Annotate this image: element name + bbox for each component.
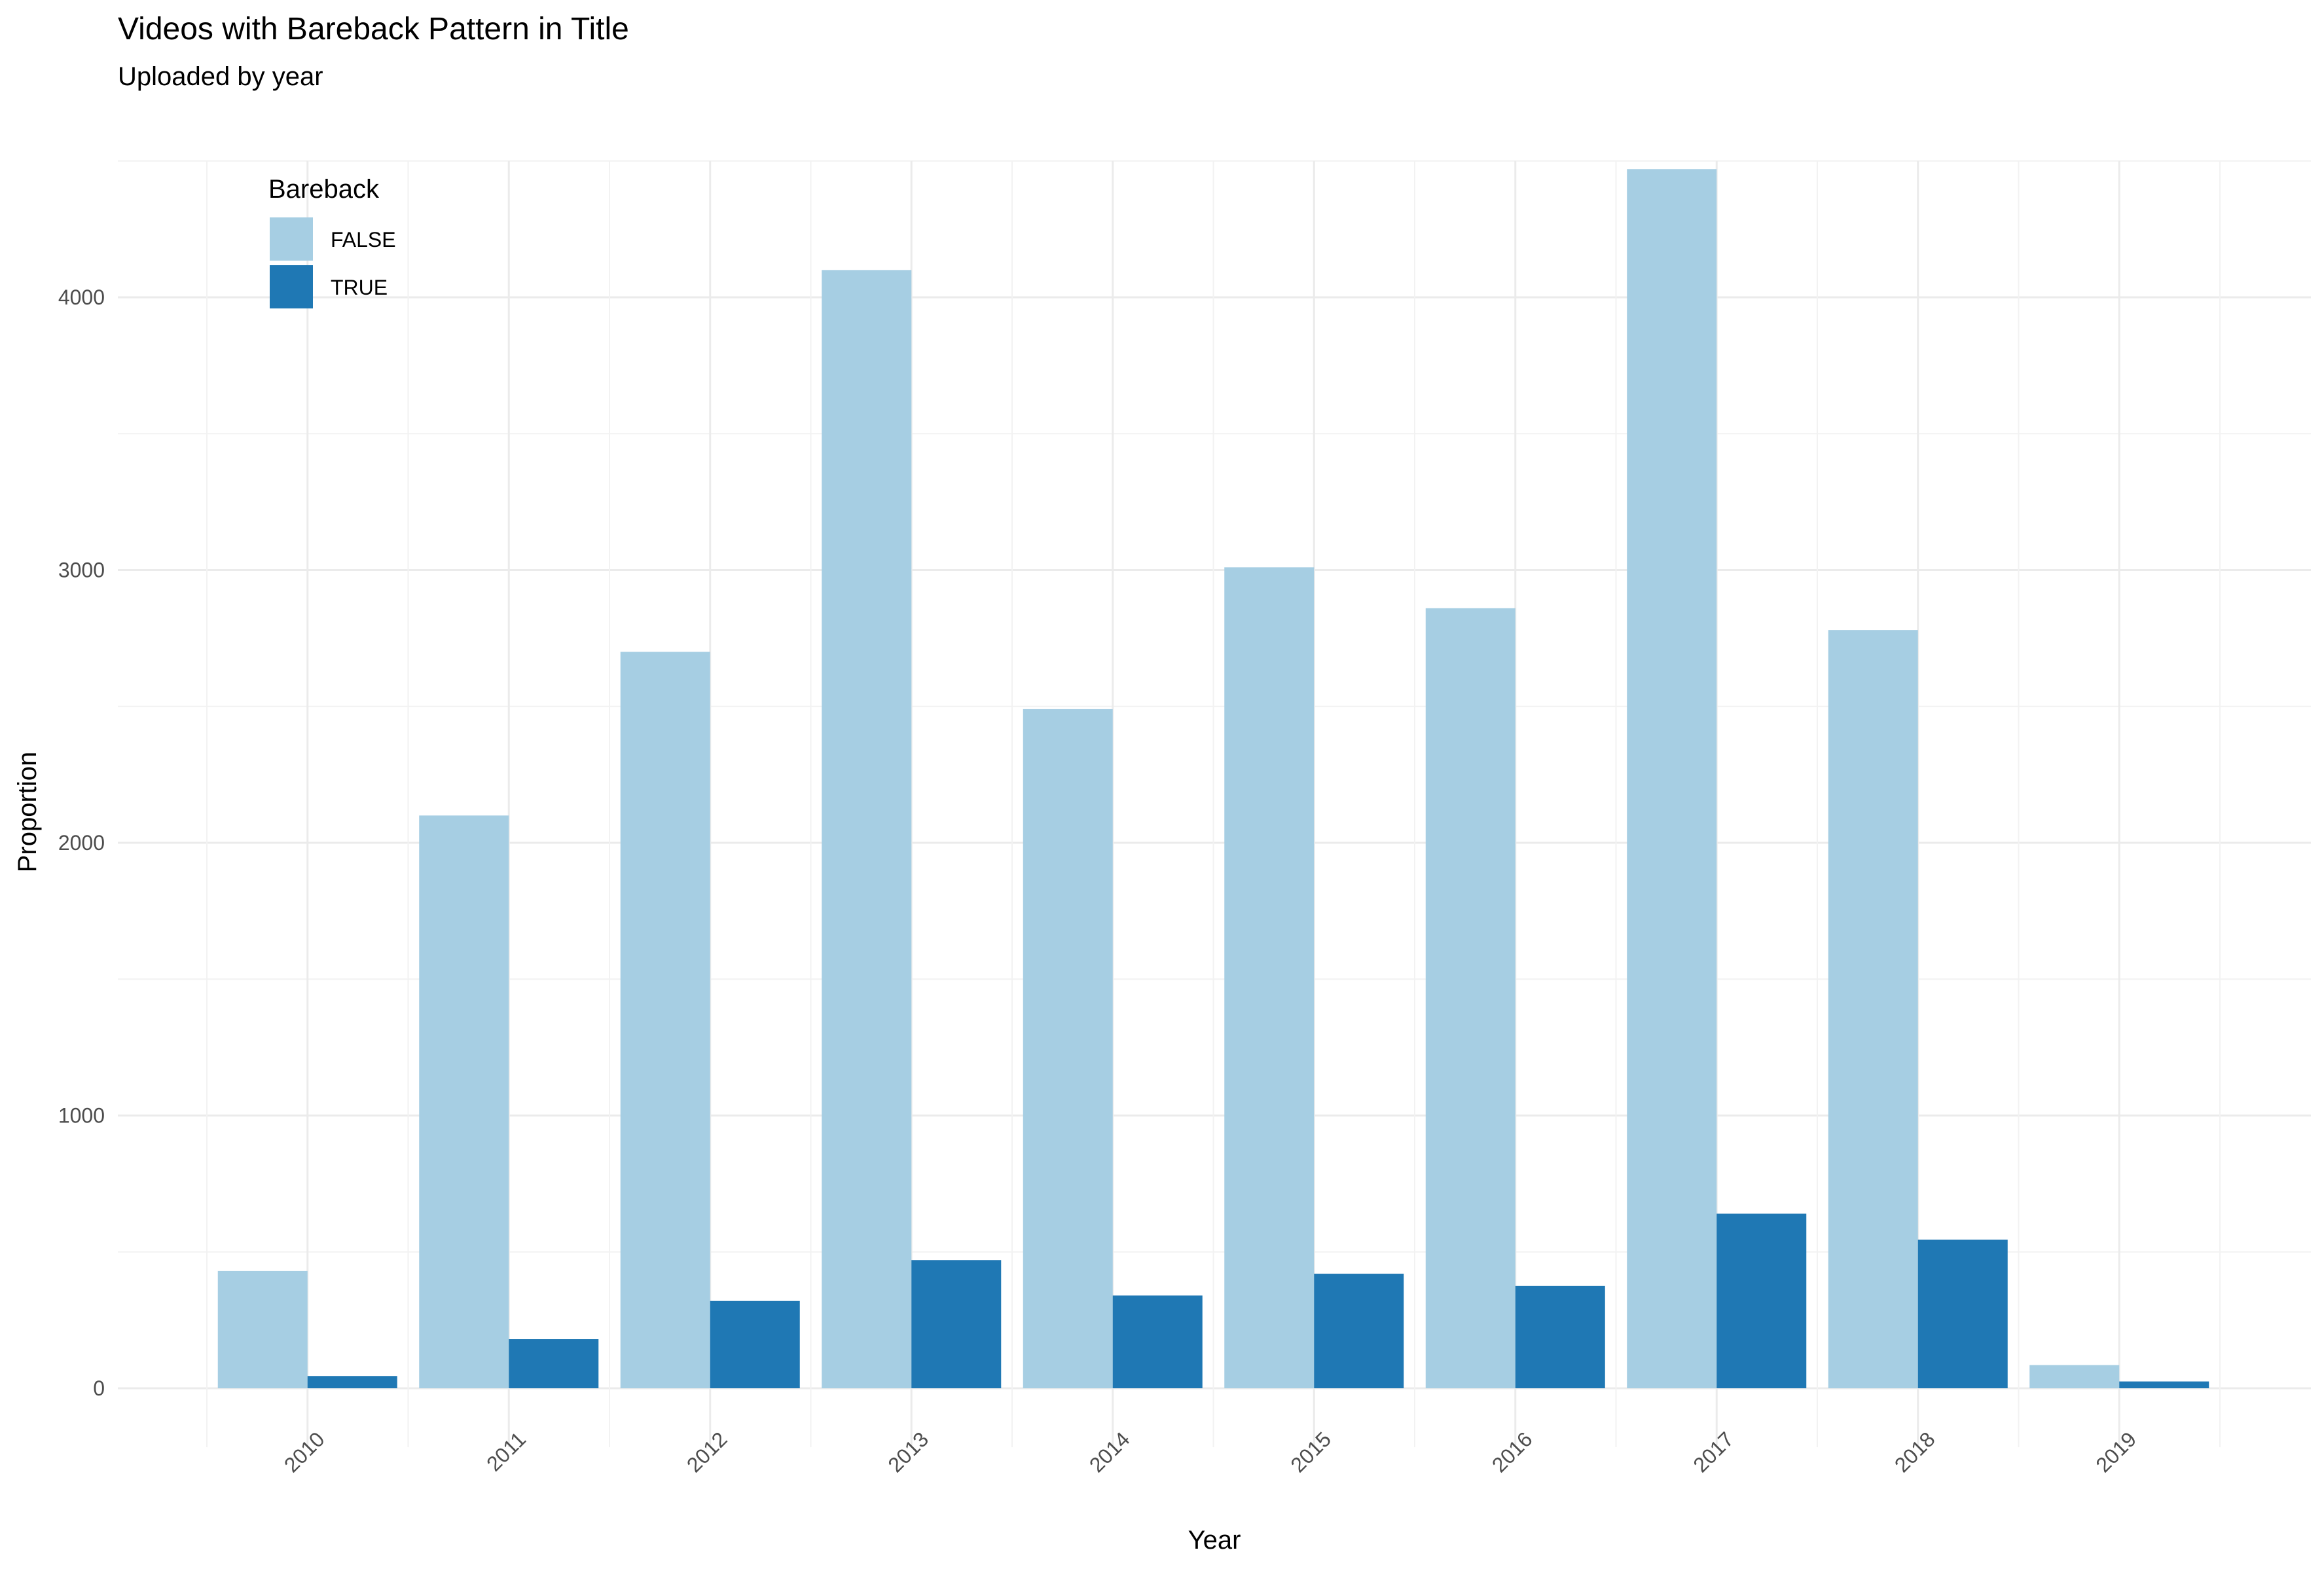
chart-title: Videos with Bareback Pattern in Title: [118, 12, 629, 46]
bar-false-2017: [1627, 169, 1717, 1388]
y-tick-label: 0: [93, 1376, 105, 1400]
legend-title: Bareback: [268, 175, 380, 204]
x-tick-label: 2019: [2091, 1427, 2141, 1477]
legend-swatch-false: [270, 217, 313, 261]
bar-true-2019: [2119, 1381, 2209, 1388]
x-tick-label: 2015: [1286, 1427, 1335, 1477]
bar-true-2017: [1716, 1213, 1807, 1388]
legend-label-true: TRUE: [331, 276, 388, 299]
bar-true-2011: [509, 1339, 599, 1388]
x-tick-label: 2014: [1085, 1427, 1135, 1477]
x-tick-label: 2016: [1487, 1427, 1537, 1477]
bar-true-2010: [307, 1376, 397, 1388]
bar-false-2011: [419, 815, 509, 1388]
bar-false-2016: [1425, 608, 1516, 1388]
y-tick-label: 3000: [58, 559, 105, 582]
x-tick-label: 2013: [883, 1427, 933, 1477]
bar-true-2013: [911, 1260, 1002, 1388]
x-tick-label: 2012: [682, 1427, 732, 1477]
bar-false-2018: [1828, 630, 1918, 1388]
bar-true-2016: [1515, 1285, 1605, 1388]
x-tick-label: 2010: [280, 1427, 329, 1477]
bar-false-2019: [2029, 1365, 2120, 1388]
y-tick-label: 4000: [58, 286, 105, 309]
x-axis-ticks: 2010 2011 2012 2013 2014 2015 2016 2017 2018 2019: [280, 1427, 2141, 1477]
legend-swatch-true: [270, 265, 313, 308]
bar-false-2013: [822, 270, 912, 1389]
x-axis-title: Year: [1188, 1526, 1241, 1555]
legend: Bareback FALSE TRUE: [268, 175, 396, 308]
bars: [217, 169, 2209, 1389]
bar-false-2010: [217, 1270, 308, 1388]
y-axis-ticks: 0 1000 2000 3000 4000: [58, 286, 105, 1400]
bar-true-2012: [710, 1301, 800, 1388]
chart-subtitle: Uploaded by year: [118, 62, 323, 91]
bar-false-2012: [620, 652, 710, 1389]
bar-true-2015: [1314, 1274, 1404, 1388]
y-axis-title: Proportion: [13, 752, 42, 873]
y-tick-label: 1000: [58, 1104, 105, 1128]
bar-false-2015: [1224, 567, 1315, 1389]
bar-true-2014: [1112, 1295, 1203, 1388]
y-tick-label: 2000: [58, 831, 105, 855]
bar-false-2014: [1023, 709, 1113, 1388]
legend-label-false: FALSE: [331, 228, 396, 251]
bar-true-2018: [1917, 1240, 2008, 1388]
x-tick-label: 2018: [1890, 1427, 1940, 1477]
x-tick-label: 2011: [482, 1427, 530, 1475]
x-tick-label: 2017: [1688, 1427, 1738, 1477]
